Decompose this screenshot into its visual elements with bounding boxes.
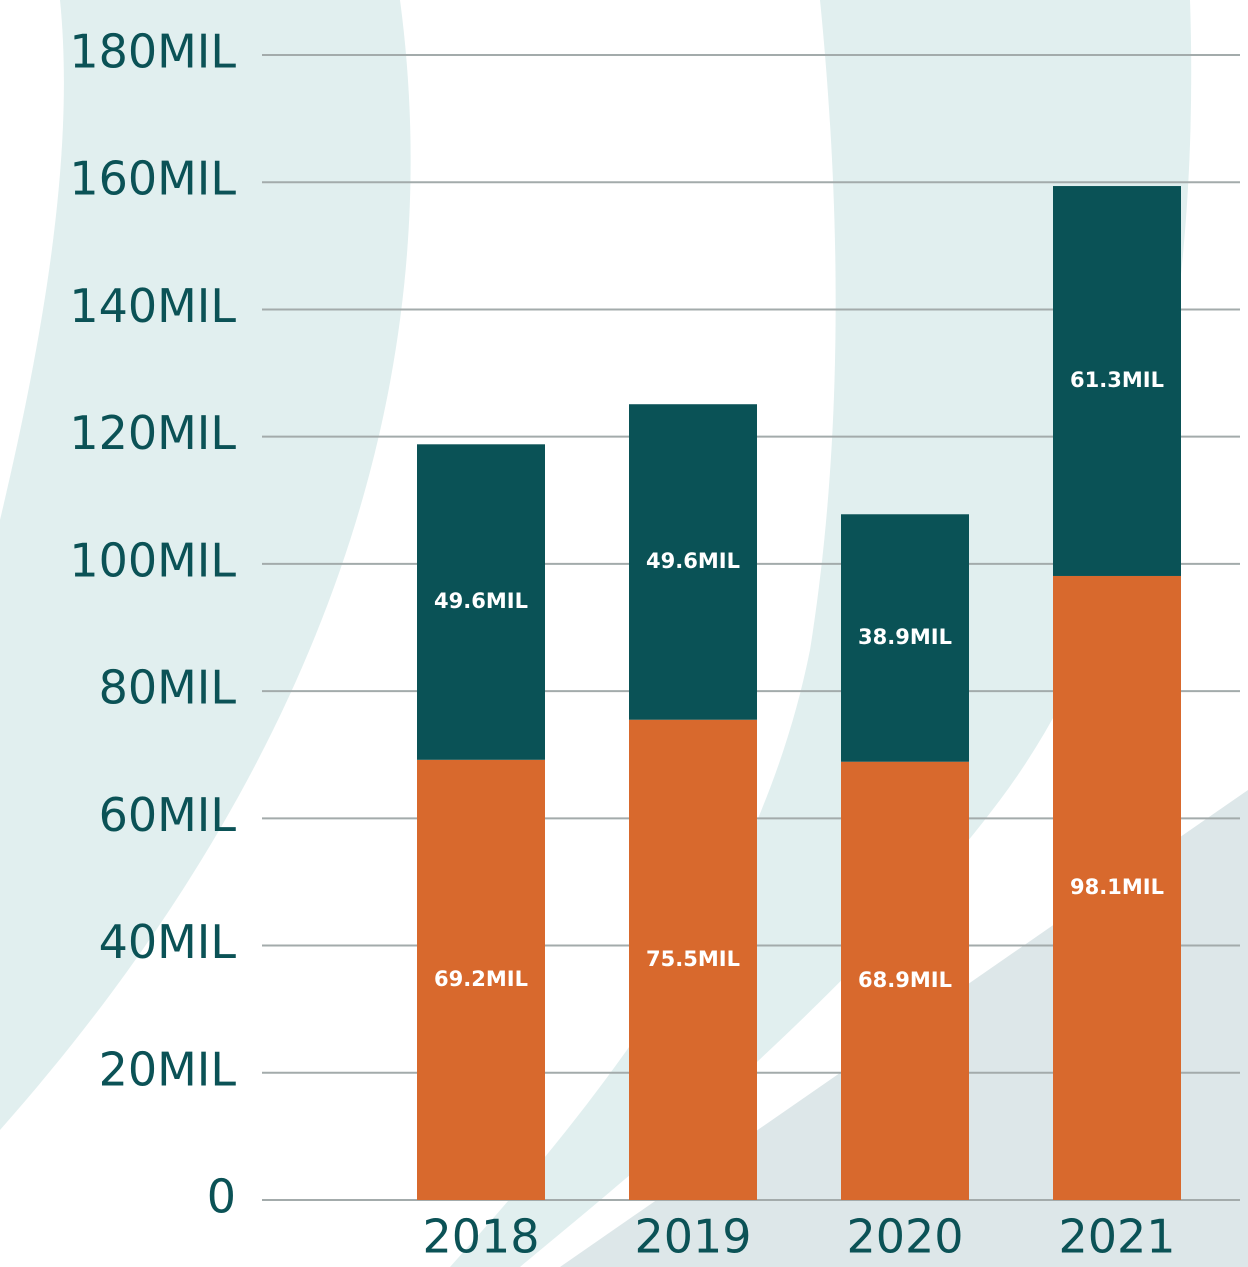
x-tick-label: 2018 [422,1210,539,1264]
value-label: 75.5MIL [646,947,740,971]
y-tick-label: 160MIL [69,152,236,206]
bar-segment [841,514,969,762]
y-tick-label: 60MIL [99,788,237,842]
value-label: 49.6MIL [434,589,528,613]
value-label: 38.9MIL [858,625,952,649]
y-tick-label: 80MIL [99,661,237,715]
y-tick-label: 20MIL [99,1042,237,1096]
x-tick-label: 2020 [846,1210,963,1264]
plot: 0 20MIL 40MIL 60MIL 80MIL 100MIL 120MIL 140MIL 1… [69,25,1240,1264]
x-tick-label: 2019 [634,1210,751,1264]
x-tick-label: 2021 [1058,1210,1175,1264]
value-label: 98.1MIL [1070,875,1164,899]
background-shape [450,0,1192,1267]
y-tick-label: 140MIL [69,279,236,333]
value-label: 68.9MIL [858,968,952,992]
bar-segment [841,761,969,1200]
y-tick-label: 120MIL [69,406,236,460]
value-label: 61.3MIL [1070,368,1164,392]
y-tick-label: 0 [207,1170,236,1224]
bar-segment [629,404,757,720]
bar-segment [1053,575,1181,1200]
y-tick-label: 100MIL [69,533,236,587]
value-label: 69.2MIL [434,967,528,991]
background-shape [0,0,411,1130]
bar-segment [417,759,545,1200]
value-label: 49.6MIL [646,549,740,573]
bar-segment [417,444,545,760]
bar-segment [629,719,757,1200]
bar-segment [1053,186,1181,576]
y-tick-label: 180MIL [69,25,236,79]
y-tick-label: 40MIL [99,915,237,969]
